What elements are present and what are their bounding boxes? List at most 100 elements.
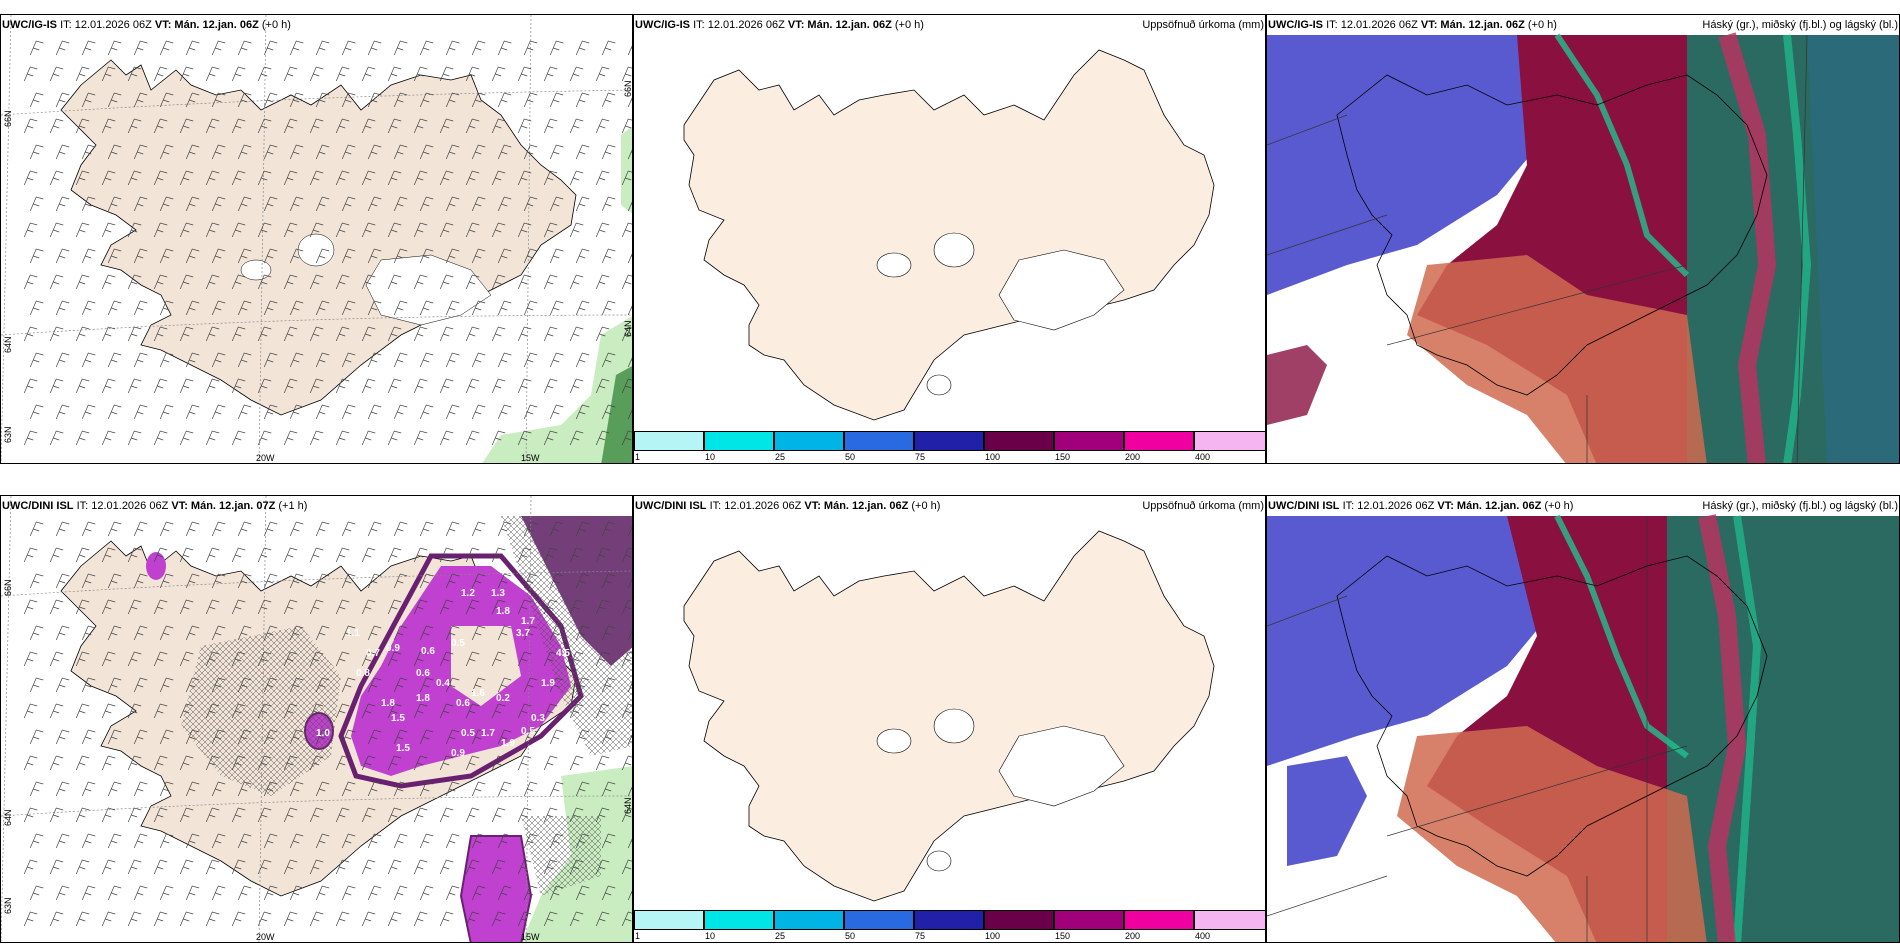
- wind-barb: [497, 781, 512, 797]
- wind-barb: [179, 807, 194, 823]
- wind-barb: [179, 547, 194, 563]
- wind-barb: [445, 885, 460, 901]
- high-cloud-area: [1667, 516, 1899, 942]
- valid-time: Mán. 12.jan. 07Z: [190, 500, 276, 512]
- wind-barb: [361, 807, 376, 823]
- wind-barb: [419, 404, 434, 420]
- wind-barb: [413, 807, 428, 823]
- wind-barb: [133, 300, 148, 316]
- precip-colorbar: 1 10 25 50 75 100 150 200 400: [634, 910, 1265, 942]
- wind-barb: [185, 92, 200, 108]
- wind-barb: [107, 300, 122, 316]
- wind-barb: [205, 599, 220, 615]
- wind-barb: [549, 196, 564, 212]
- valid-time: Mán. 12.jan. 06Z: [807, 19, 892, 31]
- wind-barb: [549, 404, 564, 420]
- precip-value-label: 1.0: [316, 728, 330, 739]
- wind-barb: [81, 248, 96, 264]
- wind-barb: [29, 196, 44, 212]
- wind-barb: [595, 911, 610, 927]
- wind-barb: [523, 248, 538, 264]
- wind-barb: [393, 677, 408, 693]
- wind-barb: [439, 911, 454, 927]
- wind-barb: [283, 66, 298, 82]
- wind-barb: [23, 599, 38, 615]
- wind-barb: [439, 859, 454, 875]
- wind-barb: [601, 833, 616, 849]
- wind-barb: [393, 781, 408, 797]
- glacier: [297, 233, 335, 267]
- mid-cloud-band: [1698, 514, 1747, 942]
- colorbar-cell: [774, 431, 844, 451]
- wind-barb: [263, 92, 278, 108]
- wind-barb: [263, 404, 278, 420]
- wind-barb: [211, 248, 226, 264]
- wind-barb: [445, 40, 460, 56]
- wind-barb: [159, 833, 174, 849]
- precip-value-label: 0.5: [451, 638, 465, 649]
- panel-header-overlay: UWC/IG-IS IT: 12.01.2026 06Z VT: Mán. 12…: [2, 15, 631, 35]
- wind-barb: [205, 755, 220, 771]
- wind-barb: [517, 547, 532, 563]
- wind-barb: [23, 66, 38, 82]
- wind-barb: [387, 378, 402, 394]
- wind-barb: [575, 40, 590, 56]
- wind-barb: [23, 430, 38, 446]
- glacier: [926, 850, 952, 872]
- wind-barb: [101, 911, 116, 927]
- wind-barb: [335, 430, 350, 446]
- wind-barb: [569, 703, 584, 719]
- wind-barb: [439, 703, 454, 719]
- wind-barb: [159, 352, 174, 368]
- glacier: [933, 708, 975, 744]
- lat-label: 66N: [3, 110, 13, 127]
- wind-barb: [263, 833, 278, 849]
- wind-barb: [231, 911, 246, 927]
- wind-barb: [101, 599, 116, 615]
- wind-barb: [601, 625, 616, 641]
- wind-barb: [179, 599, 194, 615]
- wind-barb: [81, 40, 96, 56]
- wind-barb: [231, 222, 246, 238]
- wind-barb: [621, 378, 632, 394]
- wind-barb: [75, 859, 90, 875]
- wind-barb: [133, 40, 148, 56]
- wind-barb: [101, 547, 116, 563]
- wind-barb: [133, 833, 148, 849]
- glacier: [998, 725, 1125, 807]
- wind-barb: [55, 300, 70, 316]
- wind-barb: [127, 703, 142, 719]
- wind-barb: [621, 859, 632, 875]
- wind-barb: [627, 305, 632, 316]
- wind-barb: [491, 430, 506, 446]
- wind-barb: [55, 404, 70, 420]
- precip-value-label: 1.3: [491, 588, 505, 599]
- colorbar-cell: [1054, 431, 1124, 451]
- wind-barb: [179, 326, 194, 342]
- precip-value-label: 1.8: [381, 698, 395, 709]
- wind-barb: [341, 573, 356, 589]
- wind-barb: [101, 170, 116, 186]
- wind-barb: [341, 352, 356, 368]
- precip-value-label: 0.9: [451, 748, 465, 759]
- wind-barb: [413, 66, 428, 82]
- init-time: IT: 12.01.2026 06Z: [76, 500, 169, 512]
- colorbar-cell: [914, 431, 984, 451]
- wind-barb: [231, 599, 246, 615]
- wind-barb: [497, 833, 512, 849]
- wind-barb: [621, 599, 632, 615]
- wind-map: [1, 15, 632, 463]
- map-frame: [1266, 495, 1900, 943]
- wind-barb: [159, 92, 174, 108]
- wind-barb: [471, 573, 486, 589]
- wind-barb: [179, 430, 194, 446]
- wind-barb: [29, 573, 44, 589]
- wind-barb: [315, 404, 330, 420]
- wind-barb: [107, 144, 122, 160]
- wind-barb: [211, 40, 226, 56]
- glacier: [240, 259, 272, 281]
- wind-barb: [289, 521, 304, 537]
- wind-barb: [81, 521, 96, 537]
- wind-barb: [367, 677, 382, 693]
- wind-barb: [237, 352, 252, 368]
